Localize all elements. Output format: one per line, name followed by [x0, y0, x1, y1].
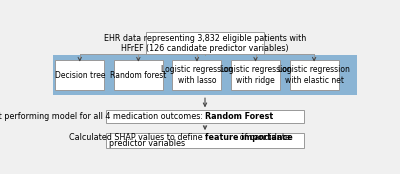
Text: Decision tree: Decision tree [54, 71, 105, 80]
Text: feature importance: feature importance [205, 133, 293, 142]
Bar [55, 60, 104, 90]
Text: Calculated SHAP values to define: Calculated SHAP values to define [69, 133, 205, 142]
Bar [53, 55, 357, 95]
Bar [172, 60, 222, 90]
Bar [146, 32, 264, 55]
Bar [106, 133, 304, 148]
Text: EHR data representing 3,832 eligible patients with
HFrEF (126 candidate predicto: EHR data representing 3,832 eligible pat… [104, 34, 306, 53]
Text: Random forest: Random forest [110, 71, 166, 80]
Text: predictor variables: predictor variables [109, 139, 185, 148]
Text: Best performing model for all 4 medication outcomes:: Best performing model for all 4 medicati… [0, 112, 205, 121]
Text: Random Forest: Random Forest [205, 112, 273, 121]
Bar [290, 60, 339, 90]
Text: Logistic regression
with ridge: Logistic regression with ridge [220, 65, 292, 85]
Text: Logistic regression
with elastic net: Logistic regression with elastic net [278, 65, 350, 85]
Bar [114, 60, 163, 90]
Bar [231, 60, 280, 90]
Bar [106, 110, 304, 123]
Text: of candidate: of candidate [237, 133, 290, 142]
Text: Logistic regression
with lasso: Logistic regression with lasso [161, 65, 233, 85]
